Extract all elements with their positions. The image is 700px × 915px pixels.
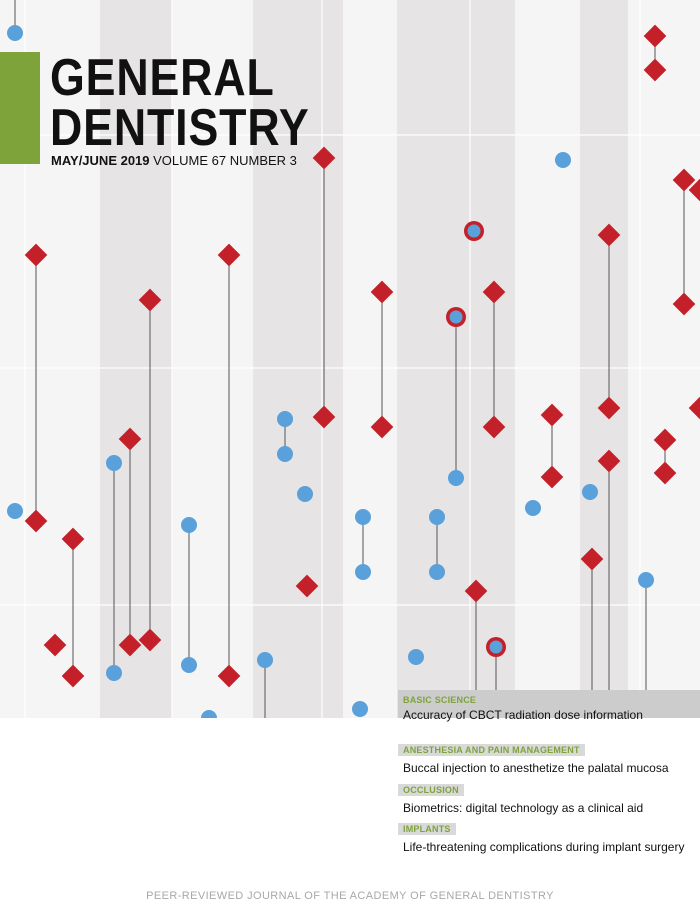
blue-dot-marker: [429, 564, 445, 580]
blue-dot-marker: [106, 455, 122, 471]
red-diamond-marker: [653, 428, 677, 452]
column-band: [580, 0, 628, 718]
column-band: [253, 0, 343, 718]
toc-headline: Biometrics: digital technology as a clin…: [403, 801, 644, 815]
red-diamond-marker: [597, 449, 621, 473]
blue-dot-marker: [257, 652, 273, 668]
red-diamond-marker: [464, 579, 488, 603]
red-diamond-marker: [61, 527, 85, 551]
blue-dot-marker: [449, 310, 463, 324]
toc-category: BASIC SCIENCE: [403, 695, 477, 705]
blue-dot-marker: [277, 446, 293, 462]
toc-headline: Buccal injection to anesthetize the pala…: [403, 761, 669, 775]
blue-dot-marker: [277, 411, 293, 427]
red-diamond-marker: [688, 396, 700, 420]
toc-category: ANESTHESIA AND PAIN MANAGEMENT: [398, 744, 585, 756]
blue-dot-marker: [555, 152, 571, 168]
toc-category: IMPLANTS: [398, 823, 456, 835]
cover-artwork: [7, 0, 700, 718]
toc-headline: Accuracy of CBCT radiation dose informat…: [403, 708, 643, 722]
toc-item-implants[interactable]: IMPLANTS Life-threatening complications …: [398, 819, 700, 854]
blue-dot-marker: [489, 640, 503, 654]
blue-dot-marker: [467, 224, 481, 238]
blue-dot-marker: [408, 649, 424, 665]
toc-category: OCCLUSION: [398, 784, 464, 796]
column-band: [100, 0, 172, 718]
blue-dot-marker: [638, 572, 654, 588]
red-diamond-marker: [540, 465, 564, 489]
issue-date: MAY/JUNE 2019: [51, 153, 150, 168]
blue-dot-marker: [181, 517, 197, 533]
red-diamond-marker: [580, 547, 604, 571]
blue-dot-marker: [297, 486, 313, 502]
toc-item-occlusion[interactable]: OCCLUSION Biometrics: digital technology…: [398, 780, 700, 815]
red-diamond-marker: [540, 403, 564, 427]
red-diamond-marker: [370, 280, 394, 304]
accent-bar: [0, 52, 40, 164]
journal-title-line1: GENERAL: [50, 49, 275, 107]
blue-dot-marker: [201, 710, 217, 718]
red-diamond-marker: [597, 396, 621, 420]
red-diamond-marker: [312, 405, 336, 429]
footer-tagline: PEER-REVIEWED JOURNAL OF THE ACADEMY OF …: [146, 890, 554, 902]
blue-dot-marker: [525, 500, 541, 516]
toc-item-anesthesia[interactable]: ANESTHESIA AND PAIN MANAGEMENT Buccal in…: [398, 740, 700, 775]
blue-dot-marker: [7, 25, 23, 41]
red-diamond-marker: [482, 415, 506, 439]
blue-dot-marker: [582, 484, 598, 500]
blue-dot-marker: [7, 503, 23, 519]
red-diamond-marker: [653, 461, 677, 485]
red-diamond-marker: [370, 415, 394, 439]
blue-dot-marker: [355, 509, 371, 525]
blue-dot-marker: [355, 564, 371, 580]
red-diamond-marker: [672, 292, 696, 316]
issue-line: MAY/JUNE 2019 VOLUME 67 NUMBER 3: [51, 153, 297, 168]
blue-dot-marker: [429, 509, 445, 525]
blue-dot-marker: [448, 470, 464, 486]
journal-title-line2: DENTISTRY: [50, 99, 310, 157]
red-diamond-marker: [482, 280, 506, 304]
blue-dot-marker: [352, 701, 368, 717]
red-diamond-marker: [295, 574, 319, 598]
toc-item-basic-science[interactable]: BASIC SCIENCE Accuracy of CBCT radiation…: [398, 690, 700, 722]
blue-dot-marker: [181, 657, 197, 673]
blue-dot-marker: [106, 665, 122, 681]
red-diamond-marker: [61, 664, 85, 688]
issue-volume: VOLUME 67 NUMBER 3: [153, 153, 297, 168]
toc-headline: Life-threatening complications during im…: [403, 840, 685, 854]
